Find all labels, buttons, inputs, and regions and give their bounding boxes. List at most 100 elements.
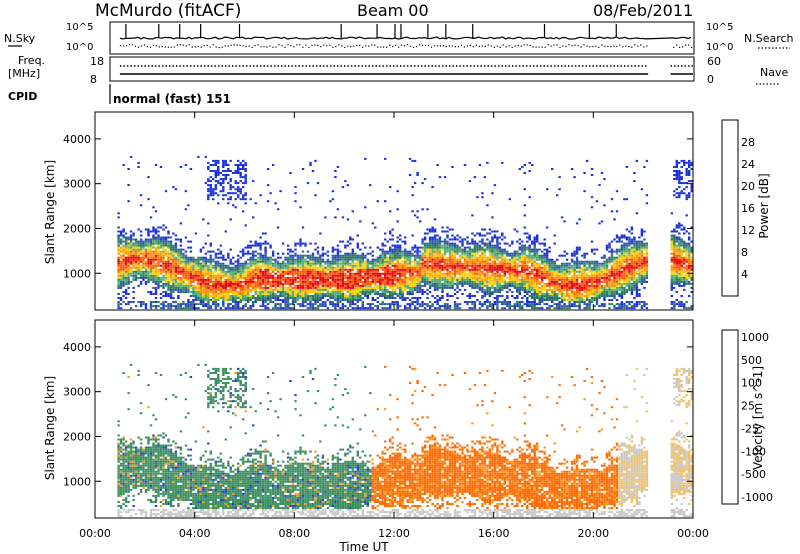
power-cell bbox=[122, 295, 125, 297]
power-cell bbox=[339, 256, 342, 259]
power-cell bbox=[339, 288, 342, 291]
power-cell bbox=[448, 307, 452, 310]
power-cell bbox=[149, 230, 153, 233]
power-cell bbox=[394, 252, 397, 255]
nsearch-point bbox=[526, 44, 528, 46]
power-cell bbox=[538, 303, 541, 306]
power-cell bbox=[408, 276, 412, 279]
power-cell bbox=[448, 228, 452, 231]
power-cell bbox=[154, 240, 158, 243]
power-cell bbox=[386, 262, 389, 265]
power-cell bbox=[336, 254, 340, 257]
power-cell bbox=[331, 254, 335, 257]
power-cell bbox=[441, 305, 444, 308]
power-cell bbox=[117, 212, 120, 215]
power-cell bbox=[481, 291, 484, 293]
power-cell bbox=[423, 232, 427, 235]
power-cell bbox=[227, 256, 230, 259]
power-cell bbox=[364, 266, 367, 269]
power-cell bbox=[286, 252, 290, 255]
nsearch-point bbox=[203, 45, 205, 47]
power-cell bbox=[117, 246, 120, 249]
power-cell bbox=[523, 246, 526, 249]
power-cell bbox=[119, 286, 123, 289]
power-cell bbox=[413, 305, 417, 308]
power-cell bbox=[139, 194, 143, 197]
power-cell bbox=[212, 284, 215, 287]
power-cell bbox=[212, 198, 215, 201]
power-cell bbox=[314, 266, 317, 269]
power-cell bbox=[284, 258, 287, 261]
power-cell bbox=[202, 256, 205, 259]
power-cell bbox=[306, 297, 310, 299]
power-cell bbox=[254, 240, 257, 243]
power-cell bbox=[237, 266, 240, 269]
power-cell bbox=[351, 256, 354, 259]
power-cell bbox=[481, 252, 484, 255]
power-cell bbox=[476, 286, 479, 289]
power-cell bbox=[329, 274, 332, 277]
power-cell bbox=[516, 258, 519, 261]
power-cell bbox=[127, 272, 130, 275]
nsearch-point bbox=[389, 44, 391, 46]
power-cell bbox=[127, 250, 130, 253]
power-cell bbox=[381, 288, 384, 291]
power-cell bbox=[264, 286, 267, 289]
power-cell bbox=[356, 295, 359, 297]
power-cell bbox=[541, 295, 544, 297]
power-cell bbox=[491, 307, 494, 310]
power-cell bbox=[413, 159, 417, 162]
power-cell bbox=[269, 286, 272, 289]
power-cell bbox=[182, 280, 185, 283]
power-cell bbox=[232, 293, 235, 295]
power-cell bbox=[232, 256, 235, 259]
power-cell bbox=[311, 282, 315, 285]
power-cell bbox=[279, 307, 282, 310]
power-cell bbox=[503, 258, 506, 261]
power-cell bbox=[496, 276, 499, 279]
power-cell bbox=[406, 284, 409, 287]
power-cell bbox=[209, 299, 212, 301]
power-cell bbox=[299, 295, 302, 297]
power-cell bbox=[456, 248, 459, 251]
power-cell bbox=[162, 244, 165, 247]
power-cell bbox=[491, 272, 494, 275]
power-cell bbox=[187, 278, 190, 281]
power-cell bbox=[276, 297, 280, 299]
power-cell bbox=[523, 276, 526, 279]
power-cell bbox=[411, 266, 414, 269]
nsearch-point bbox=[407, 44, 409, 46]
power-cell bbox=[316, 270, 320, 273]
power-cell bbox=[433, 301, 437, 303]
power-cell bbox=[416, 284, 419, 287]
power-cell bbox=[421, 260, 424, 263]
power-cell bbox=[478, 303, 482, 306]
power-cell bbox=[122, 268, 125, 271]
power-cell bbox=[209, 288, 212, 291]
power-cell bbox=[167, 258, 170, 261]
power-cell bbox=[311, 307, 315, 310]
power-cell bbox=[513, 254, 516, 257]
power-cell bbox=[257, 266, 260, 269]
power-cell bbox=[473, 274, 477, 277]
power-cell bbox=[491, 268, 494, 271]
power-cell bbox=[546, 272, 549, 275]
power-cell bbox=[371, 270, 374, 273]
power-cell bbox=[541, 272, 544, 275]
power-cell bbox=[214, 276, 217, 279]
power-cell bbox=[276, 278, 280, 281]
power-cell bbox=[127, 248, 130, 251]
power-cell bbox=[182, 288, 185, 291]
power-cell bbox=[379, 272, 382, 275]
power-cell bbox=[227, 252, 230, 255]
power-cell bbox=[334, 282, 337, 285]
power-cell bbox=[476, 256, 479, 259]
nsearch-point bbox=[412, 46, 415, 49]
power-cell bbox=[187, 288, 190, 291]
power-cell bbox=[224, 272, 227, 275]
power-cell bbox=[184, 266, 188, 269]
power-cell bbox=[247, 291, 250, 293]
power-cell bbox=[219, 256, 222, 259]
power-cell bbox=[384, 232, 387, 235]
power-cell bbox=[134, 270, 138, 273]
